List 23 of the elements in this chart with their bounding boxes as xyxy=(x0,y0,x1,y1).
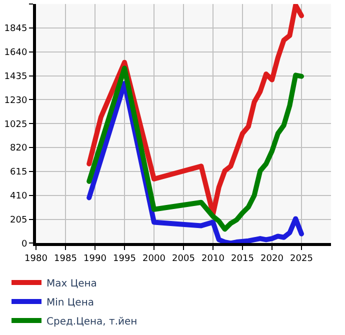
x-tick-label: 2000 xyxy=(142,254,166,264)
x-tick-label: 1985 xyxy=(54,254,77,264)
legend-label: Min Цена xyxy=(46,297,94,308)
y-tick-label: 1845 xyxy=(4,24,28,34)
y-tick-label: 1230 xyxy=(4,96,28,106)
x-tick-label: 1995 xyxy=(113,254,136,264)
y-tick-label: 0 xyxy=(21,239,28,250)
y-tick-label: 410 xyxy=(10,192,28,202)
y-tick-label: 1025 xyxy=(4,120,28,130)
x-tick-label: 2005 xyxy=(172,254,195,264)
y-tick-label: 1435 xyxy=(4,72,28,82)
x-tick-label: 2015 xyxy=(231,254,254,264)
legend-label: Max Цена xyxy=(46,278,97,290)
x-tick-label: 2025 xyxy=(290,254,313,264)
x-tick-label: 2020 xyxy=(260,254,284,264)
y-tick-label: 205 xyxy=(10,215,28,226)
x-tick-label: 2010 xyxy=(202,254,225,264)
y-tick-label: 615 xyxy=(10,168,28,178)
y-tick-label: 1640 xyxy=(4,48,28,58)
legend-label: Сред.Цена, т.йен xyxy=(46,316,138,328)
x-tick-label: 1990 xyxy=(84,254,107,264)
y-tick-label: 820 xyxy=(10,144,28,154)
x-tick-label: 1980 xyxy=(24,254,48,264)
